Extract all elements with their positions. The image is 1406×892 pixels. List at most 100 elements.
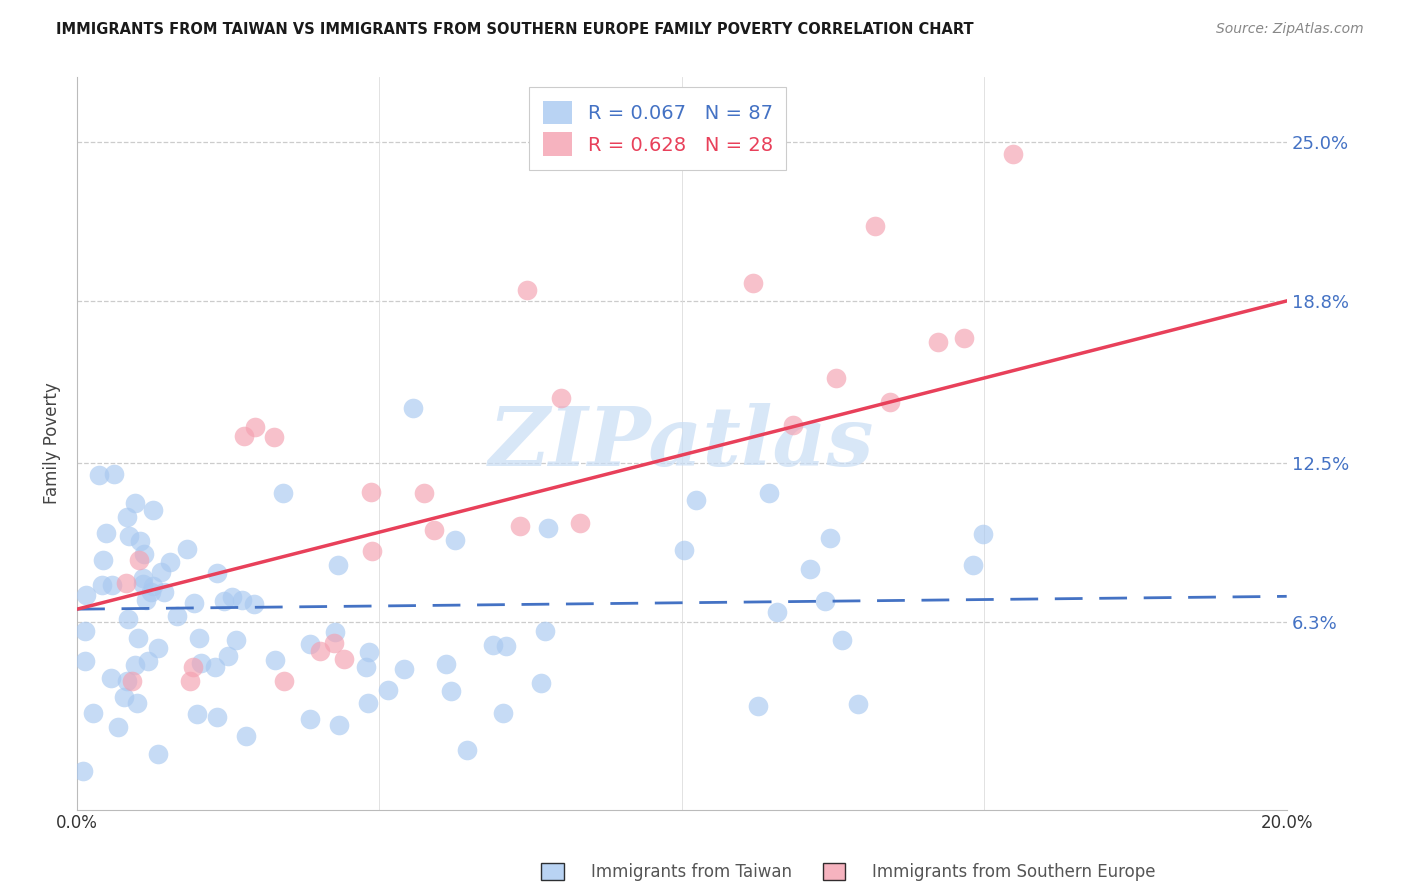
Point [495,640,517,654]
Point [814,594,837,608]
Point [360,485,382,500]
Point [87,467,110,482]
Point [225,633,247,648]
Point [243,597,266,611]
Point [1002,147,1025,161]
Point [115,674,138,689]
Point [139,584,162,599]
Point [434,657,457,671]
Point [863,219,886,233]
Point [377,682,399,697]
Point [568,516,591,531]
Point [82,706,104,720]
Point [972,526,994,541]
Point [235,729,257,743]
Point [146,640,169,655]
Point [150,566,173,580]
Point [766,605,789,619]
Point [537,521,560,535]
Point [243,419,266,434]
Point [221,590,243,604]
Point [159,555,181,569]
Point [205,566,228,581]
Point [204,660,226,674]
Point [125,696,148,710]
Point [927,334,949,349]
Point [423,523,446,537]
Point [187,632,209,646]
Point [672,543,695,558]
Point [354,659,377,673]
Point [121,674,143,689]
Point [186,707,208,722]
Point [392,662,415,676]
Point [103,467,125,481]
Point [129,533,152,548]
Point [533,624,555,638]
Point [309,644,332,658]
Point [820,531,842,545]
Point [359,644,381,658]
Point [357,696,380,710]
Point [176,542,198,557]
Point [782,417,804,432]
Point [263,430,285,444]
Point [117,509,139,524]
Point [100,672,122,686]
Point [142,503,165,517]
Point [73,654,96,668]
Point [328,718,350,732]
Point [328,558,350,572]
Point [72,764,94,778]
Point [481,638,503,652]
Point [124,496,146,510]
Point [747,698,769,713]
Point [962,558,984,572]
Point [509,519,531,533]
Point [217,648,239,663]
Point [131,570,153,584]
Point [879,394,901,409]
Point [758,486,780,500]
Point [831,633,853,648]
Point [361,543,384,558]
Y-axis label: Family Poverty: Family Poverty [44,383,60,504]
Point [299,636,322,650]
Point [530,676,553,690]
Point [127,631,149,645]
Legend: R = 0.067   N = 87, R = 0.628   N = 28: R = 0.067 N = 87, R = 0.628 N = 28 [529,87,786,169]
Point [207,709,229,723]
Point [179,674,201,689]
Point [146,747,169,761]
Point [94,525,117,540]
Point [825,371,848,385]
Text: Immigrants from Taiwan: Immigrants from Taiwan [591,863,792,881]
Point [412,486,434,500]
Point [848,697,870,711]
Point [181,659,204,673]
Point [273,486,295,500]
Point [114,576,136,591]
Point [166,608,188,623]
Point [550,391,572,405]
Point [456,742,478,756]
Text: ZIPatlas: ZIPatlas [489,403,875,483]
Point [333,652,356,666]
Point [440,683,463,698]
Text: Source: ZipAtlas.com: Source: ZipAtlas.com [1216,22,1364,37]
Point [136,654,159,668]
Point [75,624,97,638]
Point [323,625,346,640]
Point [141,579,163,593]
Point [952,331,974,345]
Point [75,588,97,602]
Point [444,533,467,548]
Point [264,653,287,667]
Point [183,597,205,611]
Point [91,577,114,591]
Point [492,706,515,721]
Point [233,429,256,443]
Point [132,576,155,591]
Point [322,635,344,649]
Point [91,553,114,567]
